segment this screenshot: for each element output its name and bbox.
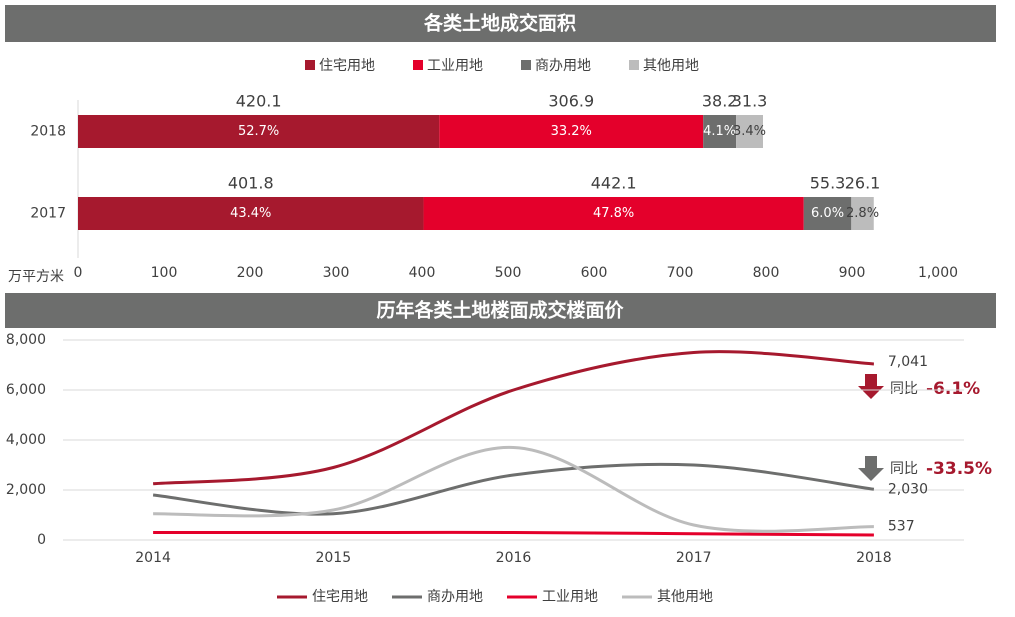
x-axis-label: 万平方米 [8, 269, 64, 285]
down-arrow [858, 374, 884, 399]
value-label: 420.1 [236, 92, 282, 111]
bar-segment [439, 115, 704, 148]
annotation: -33.5% [926, 459, 992, 479]
header-bar [5, 293, 996, 328]
x-tick-label: 1,000 [918, 265, 958, 281]
value-label: 306.9 [548, 92, 594, 111]
x-tick-label: 100 [151, 265, 178, 281]
value-label: 2,030 [888, 481, 928, 497]
x-tick-label: 300 [323, 265, 350, 281]
bar-segment [851, 197, 874, 230]
bar-segment [703, 115, 737, 148]
share-label: 6.0% [811, 206, 844, 221]
legend-label: 工业用地 [427, 58, 483, 74]
legend-label: 商办用地 [427, 589, 483, 605]
value-label: 38.2 [702, 92, 738, 111]
header-bar [5, 5, 996, 42]
x-tick-label: 900 [839, 265, 866, 281]
share-label: 43.4% [230, 206, 271, 221]
share-label: 3.4% [733, 124, 766, 139]
annotation-prefix: 同比 [890, 381, 918, 397]
y-tick-label: 8,000 [6, 332, 46, 348]
annotation-prefix: 同比 [890, 461, 918, 477]
bar-segment [736, 115, 763, 148]
bar-segment [423, 197, 804, 230]
annotation: -6.1% [926, 379, 980, 399]
y-tick-label: 0 [37, 532, 46, 548]
x-tick-label: 2017 [676, 550, 712, 566]
x-tick-label: 800 [753, 265, 780, 281]
legend-label: 工业用地 [542, 589, 598, 605]
value-label: 442.1 [591, 174, 637, 193]
line-series [153, 445, 874, 533]
legend-swatch [629, 60, 639, 70]
legend-swatch [521, 60, 531, 70]
y-tick-label: 2018 [30, 124, 66, 140]
chart-title: 历年各类土地楼面成交楼面价 [376, 299, 624, 322]
value-label: 26.1 [845, 174, 881, 193]
x-tick-label: 2016 [496, 550, 532, 566]
x-tick-label: 2018 [856, 550, 892, 566]
value-label: 401.8 [228, 174, 274, 193]
x-tick-label: 0 [74, 265, 83, 281]
y-tick-label: 2,000 [6, 482, 46, 498]
legend-label: 其他用地 [657, 589, 713, 605]
line-series [152, 462, 875, 516]
x-tick-label: 600 [581, 265, 608, 281]
x-tick-label: 700 [667, 265, 694, 281]
line-series [153, 530, 874, 537]
share-label: 47.8% [593, 206, 634, 221]
y-tick-label: 4,000 [6, 432, 46, 448]
value-label: 537 [888, 519, 915, 535]
legend-swatch [305, 60, 315, 70]
x-tick-label: 500 [495, 265, 522, 281]
y-tick-label: 2017 [30, 206, 66, 222]
share-label: 33.2% [551, 124, 592, 139]
share-label: 2.8% [846, 206, 879, 221]
x-tick-label: 400 [409, 265, 436, 281]
x-tick-label: 2015 [315, 550, 351, 566]
share-label: 4.1% [703, 124, 736, 139]
bar-segment [78, 115, 440, 148]
chart-title: 各类土地成交面积 [423, 12, 576, 35]
value-label: 7,041 [888, 354, 928, 370]
bar-segment [78, 197, 424, 230]
line-series [152, 350, 874, 486]
down-arrow [858, 456, 884, 481]
legend-label: 住宅用地 [312, 589, 368, 605]
value-label: 31.3 [732, 92, 768, 111]
bar-segment [803, 197, 852, 230]
legend-swatch [413, 60, 423, 70]
x-tick-label: 2014 [135, 550, 171, 566]
legend-label: 商办用地 [535, 58, 591, 74]
value-label: 55.3 [810, 174, 846, 193]
x-tick-label: 200 [237, 265, 264, 281]
legend-label: 其他用地 [643, 58, 699, 74]
y-tick-label: 6,000 [6, 382, 46, 398]
legend-label: 住宅用地 [319, 58, 375, 74]
share-label: 52.7% [238, 124, 279, 139]
